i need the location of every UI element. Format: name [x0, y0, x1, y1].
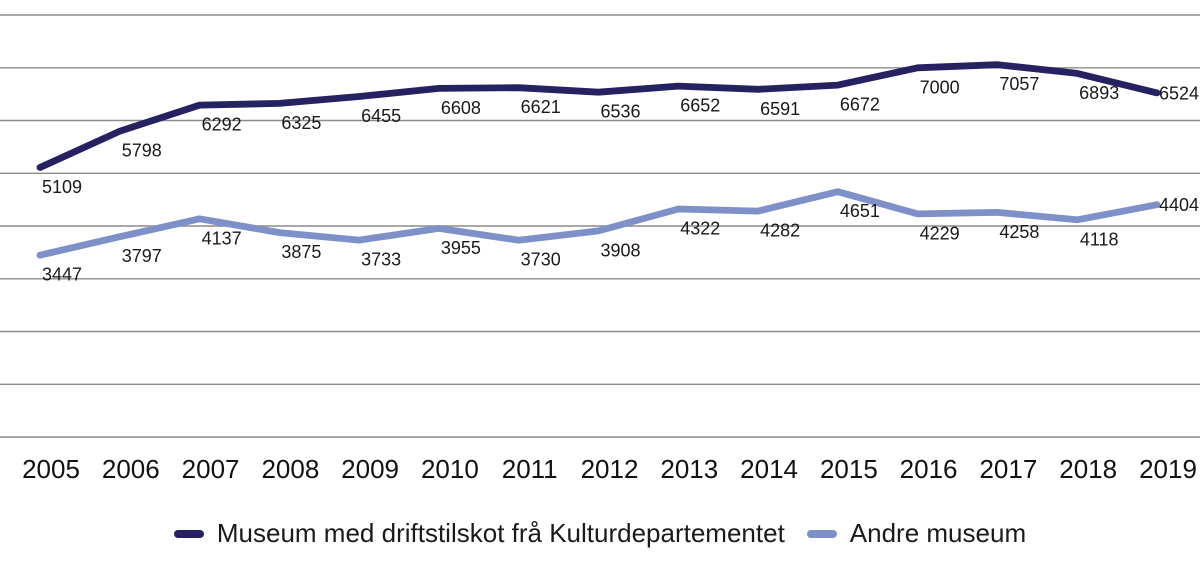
- data-label: 6621: [521, 97, 561, 117]
- data-labels-group: 5109 5798 6292 6325 6455 6608 6621 6536 6652 6591…: [42, 74, 1199, 285]
- data-label: 5109: [42, 177, 82, 197]
- data-label: 3447: [42, 265, 82, 285]
- legend-marker-series-2-icon: [806, 529, 837, 538]
- data-label: 6652: [680, 96, 720, 116]
- series-lines-group: [36, 61, 1161, 259]
- x-axis-label: 2008: [261, 454, 319, 484]
- data-label: 4137: [202, 228, 242, 248]
- legend-item-museum-med-driftstilskot: Museum med driftstilskot frå Kulturdepar…: [173, 518, 785, 549]
- legend-label-series-1: Museum med driftstilskot frå Kulturdepar…: [216, 518, 785, 548]
- data-label: 3908: [600, 240, 640, 260]
- x-axis-label: 2014: [740, 454, 798, 484]
- data-label: 4322: [680, 219, 720, 239]
- data-label: 6608: [441, 98, 481, 118]
- series-line-2: [36, 188, 1161, 259]
- x-axis-label: 2005: [22, 454, 80, 484]
- x-axis-label: 2016: [900, 454, 958, 484]
- data-label: 6455: [361, 106, 401, 126]
- data-label: 4118: [1080, 229, 1119, 249]
- x-axis-label: 2018: [1059, 454, 1117, 484]
- x-axis-label: 2017: [979, 454, 1037, 484]
- data-label: 6292: [202, 115, 242, 135]
- data-label: 3875: [281, 242, 321, 262]
- legend-label-series-2: Andre museum: [849, 518, 1027, 548]
- data-label: 4229: [920, 223, 960, 243]
- data-label: 3955: [441, 238, 481, 258]
- data-label: 3733: [361, 250, 401, 270]
- x-axis-label: 2013: [660, 454, 718, 484]
- x-axis-labels-group: 2005 2006 2007 2008 2009 2010 2011 2012 2013 2014…: [22, 454, 1197, 484]
- gridlines-group: [0, 14, 1200, 438]
- legend: Museum med driftstilskot frå Kulturdepar…: [0, 518, 1200, 549]
- data-label: 5798: [122, 141, 162, 161]
- x-axis-label: 2019: [1139, 454, 1197, 484]
- data-label: 4282: [760, 221, 800, 241]
- data-label: 6325: [281, 113, 321, 133]
- data-label: 3797: [122, 246, 162, 266]
- x-axis-label: 2012: [581, 454, 639, 484]
- data-label: 3730: [521, 250, 561, 270]
- x-axis-label: 2009: [341, 454, 399, 484]
- x-axis-label: 2007: [182, 454, 240, 484]
- data-label: 4651: [840, 201, 880, 221]
- data-label: 6893: [1079, 83, 1119, 103]
- data-label: 6672: [840, 95, 880, 115]
- data-label: 6536: [600, 102, 640, 122]
- data-label: 7000: [920, 77, 960, 97]
- data-label: 4404: [1159, 195, 1199, 215]
- data-label: 6591: [760, 99, 800, 119]
- x-axis-label: 2011: [502, 454, 558, 484]
- x-axis-label: 2006: [102, 454, 160, 484]
- data-label: 6524: [1159, 83, 1199, 103]
- line-chart-plot-area: 5109 5798 6292 6325 6455 6608 6621 6536 6652 6591…: [0, 14, 1200, 484]
- legend-item-andre-museum: Andre museum: [806, 518, 1027, 549]
- x-axis-label: 2010: [421, 454, 479, 484]
- legend-marker-series-1-icon: [173, 529, 204, 538]
- data-label: 4258: [999, 222, 1039, 242]
- x-axis-label: 2015: [820, 454, 878, 484]
- data-label: 7057: [999, 74, 1039, 94]
- series-line-1: [36, 61, 1161, 171]
